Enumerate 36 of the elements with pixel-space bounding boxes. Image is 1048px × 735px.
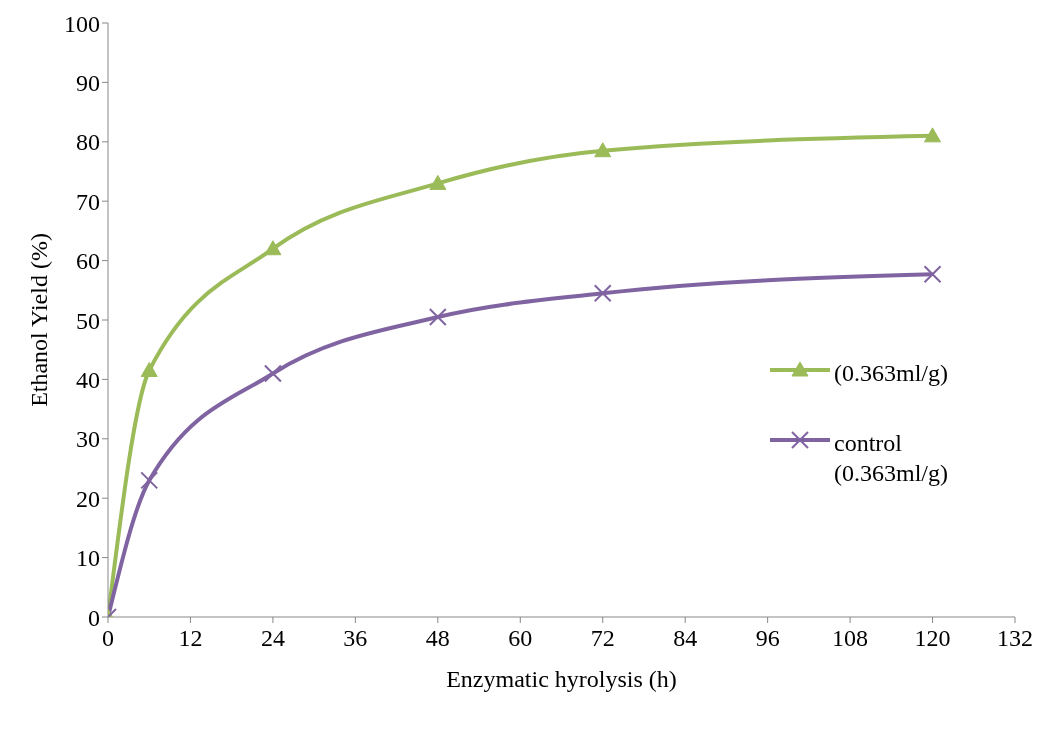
x-tick-label: 60 [508,625,533,652]
x-tick-label: 48 [425,625,450,652]
legend-label: control (0.363ml/g) [834,429,949,488]
point [594,142,612,158]
point [923,265,942,284]
point [264,240,282,256]
x-tick-label: 96 [755,625,780,652]
legend-label: (0.363ml/g) [834,359,949,388]
x-tick-label: 120 [914,625,951,652]
point [924,127,942,143]
point [263,364,282,383]
y-tick-label: 20 [76,485,100,512]
x-tick-label: 36 [343,625,368,652]
y-tick-label: 50 [76,307,100,334]
point [593,284,612,303]
point [140,361,158,377]
y-tick-label: 40 [76,366,100,393]
y-tick-label: 70 [76,188,100,215]
y-tick-label: 10 [76,545,100,572]
x-tick-label: 12 [178,625,203,652]
y-tick-label: 30 [76,426,100,453]
y-axis-title: Ethanol Yield (%) [25,233,52,407]
x-tick-label: 132 [997,625,1033,652]
y-tick-label: 90 [76,69,100,96]
y-tick-label: 80 [76,129,100,156]
y-tick-label: 0 [88,604,100,631]
y-tick-label: 100 [64,10,100,37]
x-axis-title: Enzymatic hyrolysis (h) [446,666,677,692]
x-tick-label: 24 [260,625,285,652]
x-tick-label: 84 [673,625,698,652]
y-tick-label: 60 [76,248,100,275]
x-tick-label: 108 [832,625,869,652]
x-tick-label: 72 [590,625,615,652]
point [429,174,447,190]
point [140,471,159,490]
point [428,308,447,327]
